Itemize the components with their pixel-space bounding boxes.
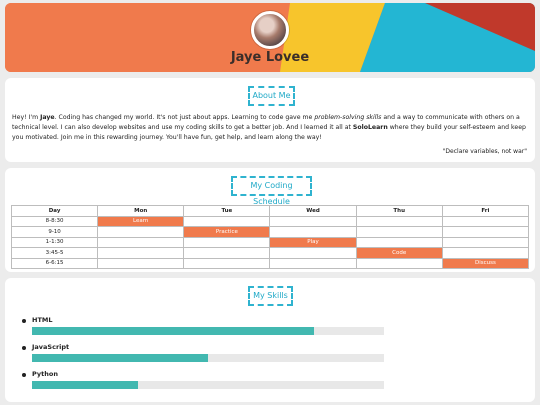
about-title: About Me [248,86,295,106]
table-row: 6-6:15 Discuss [10,257,530,269]
about-emphasis: problem-solving skills [314,114,382,121]
schedule-cell [441,226,530,238]
about-text-part: Hey! I'm [12,114,41,121]
about-card: About Me Hey! I'm Jaye. Coding has chang… [5,78,535,162]
schedule-cell [183,247,271,259]
skills-card: My Skills HTML JavaScript Python [5,278,535,402]
schedule-cell [97,247,185,259]
schedule-body: 8-8:30 Learn 9-10 Practice 1-1:30 Play 3:45-5 C… [10,215,530,269]
skills-title: My Skills [248,286,293,306]
schedule-card: My Coding Schedule Day Mon Tue Wed Thu F… [5,168,535,272]
schedule-cell [183,215,271,227]
schedule-cell [355,226,443,238]
schedule-cell [441,215,530,227]
schedule-time: 8-8:30 [10,215,99,227]
bullet-icon [22,319,26,323]
schedule-cell [355,236,443,248]
schedule-cell [269,247,357,259]
schedule-time: 9-10 [10,226,99,238]
schedule-cell [355,215,443,227]
about-brand: SoloLearn [352,124,388,131]
profile-name: Jaye Lovee [230,50,310,65]
schedule-cell [97,236,185,248]
schedule-header: Mon [97,205,185,217]
profile-header: Jaye Lovee [5,3,535,72]
schedule-header: Wed [269,205,357,217]
skill-bar-track [32,381,384,389]
table-row: 9-10 Practice [10,226,530,238]
skill-name: Python [32,370,58,378]
schedule-activity: Code [355,247,443,259]
skill-name: JavaScript [32,343,70,351]
schedule-table: Day Mon Tue Wed Thu Fri 8-8:30 Learn 9-10 P… [10,205,530,269]
skill-bar-track [32,327,384,335]
about-quote: "Declare variables, not war" [442,148,527,155]
schedule-cell [355,257,443,269]
about-text-part: and a way to communicate with others on … [12,114,520,131]
skill-bar-fill [32,381,138,389]
schedule-time: 1-1:30 [10,236,99,248]
schedule-cell [441,236,530,248]
about-text-part: where they build your self-esteem and ke… [12,124,526,141]
skill-bar-fill [32,354,208,362]
schedule-cell [269,257,357,269]
schedule-cell [183,236,271,248]
schedule-time: 6-6:15 [10,257,99,269]
schedule-activity: Discuss [441,257,530,269]
schedule-time: 3:45-5 [10,247,99,259]
table-row: 3:45-5 Code [10,247,530,259]
schedule-header: Fri [441,205,530,217]
schedule-cell [183,257,271,269]
bullet-icon [22,346,26,350]
skill-bar-fill [32,327,314,335]
schedule-activity: Learn [97,215,185,227]
about-name: Jaye [40,114,55,121]
schedule-cell [97,257,185,269]
schedule-cell [441,247,530,259]
skill-name: HTML [32,316,53,324]
about-text: Hey! I'm Jaye. Coding has changed my wor… [12,113,530,143]
schedule-header: Day [10,205,99,217]
table-row: 8-8:30 Learn [10,215,530,227]
skill-bar-track [32,354,384,362]
schedule-cell [97,226,185,238]
table-row: 1-1:30 Play [10,236,530,248]
schedule-cell [269,226,357,238]
avatar [251,11,289,49]
schedule-title: My Coding Schedule [231,176,312,206]
schedule-header: Thu [355,205,443,217]
schedule-header-row: Day Mon Tue Wed Thu Fri [10,205,530,217]
schedule-activity: Play [269,236,357,248]
schedule-cell [269,215,357,227]
schedule-header: Tue [183,205,271,217]
bullet-icon [22,373,26,377]
schedule-activity: Practice [183,226,271,238]
about-text-part: . Coding has changed my world. It's not … [54,114,315,121]
